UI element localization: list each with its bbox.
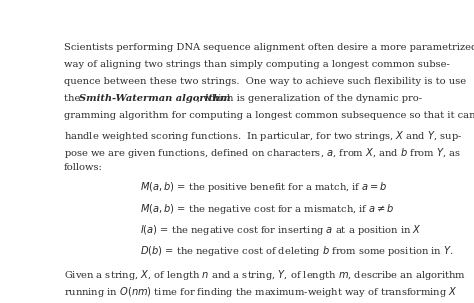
Text: $M(a,b)$ = the positive benefit for a match, if $a = b$: $M(a,b)$ = the positive benefit for a ma… — [140, 180, 388, 194]
Text: running in $O(nm)$ time for finding the maximum-weight way of transforming $X$: running in $O(nm)$ time for finding the … — [64, 285, 458, 299]
Text: Smith-Waterman algorithm: Smith-Waterman algorithm — [79, 94, 231, 103]
Text: into $Y$, according to the above weight functions, using the operations of match: into $Y$, according to the above weight … — [64, 302, 462, 303]
Text: $D(b)$ = the negative cost of deleting $b$ from some position in $Y$.: $D(b)$ = the negative cost of deleting $… — [140, 245, 454, 258]
Text: the: the — [64, 94, 83, 103]
Text: $M(a,b)$ = the negative cost for a mismatch, if $a \neq b$: $M(a,b)$ = the negative cost for a misma… — [140, 201, 395, 215]
Text: , which is generalization of the dynamic pro-: , which is generalization of the dynamic… — [197, 94, 422, 103]
Text: pose we are given functions, defined on characters, $a$, from $X$, and $b$ from : pose we are given functions, defined on … — [64, 146, 461, 160]
Text: follows:: follows: — [64, 163, 103, 172]
Text: Given a string, $X$, of length $n$ and a string, $Y$, of length $m$, describe an: Given a string, $X$, of length $n$ and a… — [64, 268, 466, 282]
Text: $I(a)$ = the negative cost for inserting $a$ at a position in $X$: $I(a)$ = the negative cost for inserting… — [140, 223, 422, 237]
Text: gramming algorithm for computing a longest common subsequence so that it can: gramming algorithm for computing a longe… — [64, 112, 474, 121]
Text: handle weighted scoring functions.  In particular, for two strings, $X$ and $Y$,: handle weighted scoring functions. In pa… — [64, 129, 463, 143]
Text: Scientists performing DNA sequence alignment often desire a more parametrized: Scientists performing DNA sequence align… — [64, 43, 474, 52]
Text: quence between these two strings.  One way to achieve such flexibility is to use: quence between these two strings. One wa… — [64, 77, 466, 86]
Text: way of aligning two strings than simply computing a longest common subse-: way of aligning two strings than simply … — [64, 60, 450, 69]
